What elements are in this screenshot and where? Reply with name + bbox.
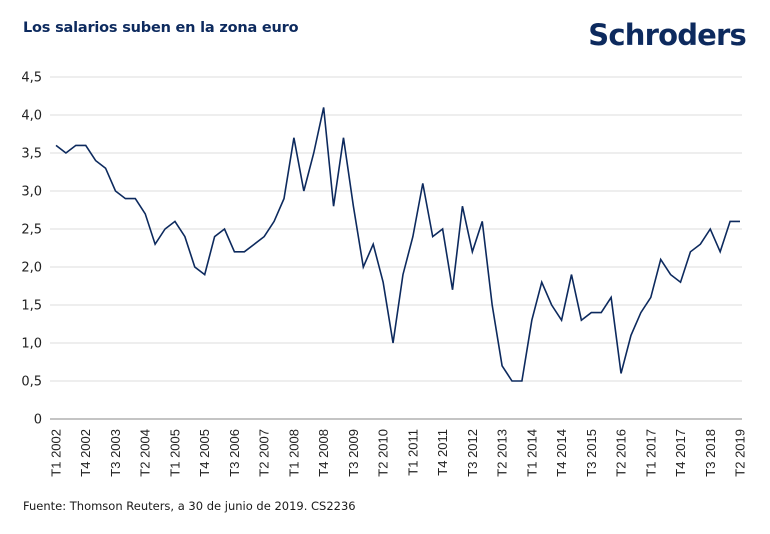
y-tick-label: 0,5	[21, 375, 42, 390]
x-tick-label: T3 2003	[108, 429, 123, 477]
source-note: Fuente: Thomson Reuters, a 30 de junio d…	[23, 499, 356, 513]
x-tick-label: T4 2002	[78, 429, 93, 477]
schroders-logo: Schroders	[588, 18, 747, 52]
x-tick-label: T1 2008	[286, 429, 301, 477]
gridlines	[50, 76, 742, 382]
x-tick-label: T1 2011	[405, 429, 420, 476]
x-tick-label: T3 2018	[703, 429, 718, 477]
x-tick-label: T2 2013	[495, 429, 510, 477]
y-tick-label: 1,0	[21, 337, 42, 352]
x-tick-label: T2 2007	[257, 429, 272, 477]
y-tick-label: 4,0	[21, 109, 42, 124]
x-tick-label: T2 2016	[614, 429, 629, 477]
series-line	[55, 107, 740, 382]
x-tick-label: T2 2019	[733, 429, 748, 477]
x-tick-label: T4 2005	[197, 429, 212, 477]
x-tick-label: T3 2009	[346, 429, 361, 477]
chart-title: Los salarios suben en la zona euro	[23, 20, 299, 36]
x-tick-label: T2 2010	[376, 429, 391, 477]
x-tick-label: T4 2014	[554, 429, 569, 477]
y-tick-label: 3,5	[21, 147, 42, 162]
y-tick-label: 0	[34, 413, 42, 428]
x-tick-label: T1 2014	[524, 429, 539, 477]
x-tick-label: T3 2015	[584, 429, 599, 477]
x-tick-label: T4 2011	[435, 429, 450, 476]
y-tick-label: 2,0	[21, 261, 42, 276]
x-tick-label: T2 2004	[138, 429, 153, 477]
x-tick-label: T1 2005	[167, 429, 182, 477]
x-tick-label: T3 2012	[465, 429, 480, 477]
x-tick-label: T4 2008	[316, 429, 331, 477]
y-tick-label: 3,0	[21, 185, 42, 200]
y-tick-label: 1,5	[21, 299, 42, 314]
x-axis-ticks: T1 2002 T4 2002 T3 2003 T2 2004 T1 2005 T4 20…	[49, 429, 748, 477]
x-tick-label: T1 2017	[643, 429, 658, 477]
y-tick-label: 2,5	[21, 223, 42, 238]
y-axis-ticks: 0 0,5 1,0 1,5 2,0 2,5 3,0 3,5 4,0 4,5	[21, 71, 42, 428]
x-tick-label: T4 2017	[673, 429, 688, 477]
x-tick-label: T3 2006	[227, 429, 242, 477]
series-group	[55, 107, 740, 382]
x-tick-label: T1 2002	[49, 429, 64, 477]
y-tick-label: 4,5	[21, 71, 42, 86]
